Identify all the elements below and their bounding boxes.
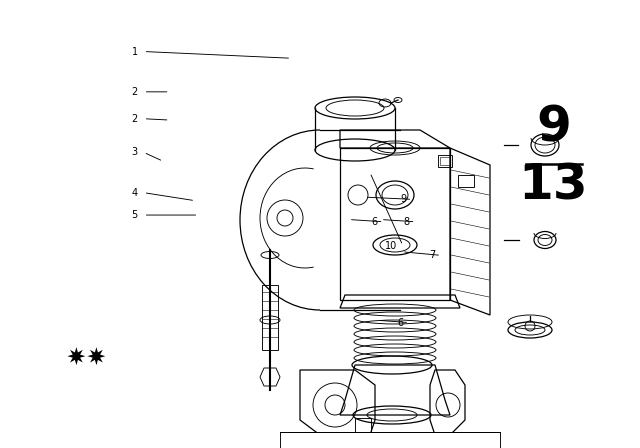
Text: 9: 9 xyxy=(536,103,571,152)
Polygon shape xyxy=(280,432,500,448)
Text: 2: 2 xyxy=(131,87,138,97)
Polygon shape xyxy=(88,347,106,365)
Bar xyxy=(458,175,474,187)
Bar xyxy=(262,285,278,350)
Text: 10: 10 xyxy=(385,241,397,250)
Text: 13: 13 xyxy=(519,162,588,210)
Text: 1: 1 xyxy=(131,47,138,56)
Text: 6: 6 xyxy=(371,217,378,227)
Text: 9: 9 xyxy=(400,194,406,204)
Bar xyxy=(440,157,450,165)
Text: 8: 8 xyxy=(403,217,410,227)
Text: 7: 7 xyxy=(429,250,435,260)
Text: 6: 6 xyxy=(397,318,403,327)
Polygon shape xyxy=(67,347,85,365)
Bar xyxy=(355,418,371,432)
Text: 4: 4 xyxy=(131,188,138,198)
Text: 3: 3 xyxy=(131,147,138,157)
Text: 5: 5 xyxy=(131,210,138,220)
Text: 2: 2 xyxy=(131,114,138,124)
Bar xyxy=(438,155,452,167)
